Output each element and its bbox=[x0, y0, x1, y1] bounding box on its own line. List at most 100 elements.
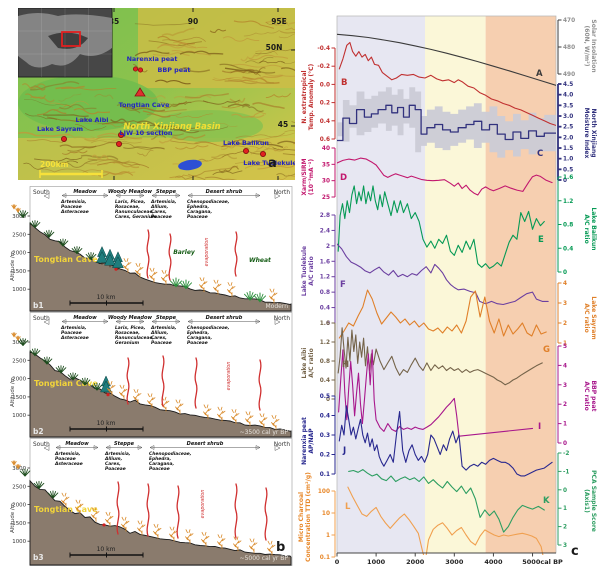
ridge-line bbox=[57, 160, 79, 165]
series-lake_balikun_ac bbox=[337, 185, 545, 269]
ridge-line bbox=[136, 149, 154, 157]
plant-shrub bbox=[233, 536, 242, 552]
shrub-branches bbox=[203, 404, 212, 420]
tuft-blade bbox=[84, 379, 91, 386]
zone-name: Desert shrub bbox=[187, 441, 224, 447]
plant-shrub bbox=[203, 404, 212, 420]
transect-age-label: ~3500 cal yr BP bbox=[240, 429, 289, 436]
ridge-line bbox=[235, 140, 284, 149]
transect-panel-b2: South North Meadow Artemisia, Poaceae Asterac… bbox=[10, 312, 293, 438]
ridge-line bbox=[94, 93, 114, 100]
tuft-blade bbox=[48, 231, 55, 238]
ridge-line bbox=[258, 132, 295, 141]
x-axis-tick-label: 4000 bbox=[484, 558, 503, 566]
zone-name: Steppe bbox=[156, 315, 177, 321]
site-label: Lake Tuolekule bbox=[243, 159, 295, 167]
shrub-branches bbox=[201, 531, 210, 547]
zone-arrow-left-icon bbox=[149, 445, 155, 450]
plant-shrub bbox=[227, 282, 236, 297]
plant-shrub bbox=[249, 538, 258, 554]
axis-tick-label: 3.5 bbox=[563, 103, 573, 109]
shrub-branches bbox=[227, 282, 236, 297]
ridge-line bbox=[276, 173, 295, 177]
ridge-line bbox=[103, 171, 136, 176]
axis-tick-label: 0.5 bbox=[563, 167, 573, 173]
map-valley-e bbox=[153, 110, 263, 142]
zone-name: Meadow bbox=[73, 189, 97, 195]
plant-shrub bbox=[217, 406, 226, 422]
site-label: BBP peat bbox=[158, 66, 191, 74]
ridge-line bbox=[250, 148, 285, 155]
ridge-line bbox=[43, 114, 89, 117]
zone-arrow-right-icon bbox=[255, 445, 261, 450]
ridge-line bbox=[212, 77, 258, 82]
altitude-tick-label: 3000 bbox=[12, 214, 26, 220]
ridge-line bbox=[229, 97, 246, 105]
tuft-blade bbox=[253, 295, 261, 303]
shrub-branches bbox=[105, 511, 114, 527]
ridge-line bbox=[175, 113, 213, 118]
zone-arrow-right-icon bbox=[139, 319, 145, 324]
ridge-line bbox=[134, 50, 170, 57]
axis-title-pca_sample_score: PCA Sample Score(Axis1) bbox=[583, 470, 597, 532]
zone-arrow-right-icon bbox=[103, 193, 109, 198]
axis-title-lake_balikun_ac: Lake BalikunA/C ratio bbox=[583, 207, 597, 250]
series-north_xinjiang_moisture_index bbox=[337, 104, 556, 142]
ridge-line bbox=[277, 140, 295, 145]
shrub-branches bbox=[269, 288, 278, 304]
ridge-line bbox=[173, 41, 208, 49]
plant-shrub bbox=[91, 507, 100, 522]
tuft-blade bbox=[60, 367, 67, 374]
axis-tick-label: 2 bbox=[563, 402, 567, 408]
axis-tick-label: 0.4 bbox=[320, 414, 330, 420]
transect-panel-b3: South North Meadow Artemisia, Poaceae Asterac… bbox=[10, 438, 293, 566]
ridge-line bbox=[73, 108, 111, 115]
ridge-line bbox=[224, 67, 262, 74]
zone-arrow-left-icon bbox=[61, 193, 67, 198]
shrub-branches bbox=[217, 406, 226, 422]
axis-tick-label: 0.4 bbox=[320, 378, 330, 384]
shrub-branches bbox=[61, 492, 70, 508]
ridge-line bbox=[142, 110, 171, 118]
zone-arrow-right-icon bbox=[139, 193, 145, 198]
ridge-line bbox=[279, 30, 295, 34]
tuft-blade bbox=[90, 253, 97, 260]
zone-arrow-left-icon bbox=[115, 193, 121, 198]
ridge-line bbox=[134, 22, 190, 26]
ridge-line bbox=[162, 36, 206, 42]
plant-shrub bbox=[121, 516, 130, 532]
zone-species-list: Artemisia, Poaceae Asteraceae bbox=[60, 325, 89, 341]
zone-species-list: Artemisia, Poaceae Asteraceae bbox=[54, 451, 83, 467]
axis-tick-label: 1 bbox=[326, 533, 330, 539]
axis-tick-label: 480 bbox=[563, 45, 575, 51]
ridge-line bbox=[116, 104, 141, 114]
tuft-blade bbox=[13, 461, 17, 466]
tuft-blade bbox=[62, 240, 69, 247]
ridge-line bbox=[174, 175, 206, 180]
coordinate-label: 90 bbox=[188, 17, 198, 26]
ridge-line bbox=[26, 139, 64, 144]
axis-tick-label: 4 bbox=[563, 281, 567, 287]
altitude-tick-label: 1000 bbox=[12, 287, 26, 293]
zone-arrow-left-icon bbox=[187, 319, 193, 324]
altitude-tick-label: 3000 bbox=[12, 340, 26, 346]
ridge-line bbox=[37, 168, 89, 174]
site-label: LJW 10 section bbox=[120, 129, 173, 137]
zone-name: Steppe bbox=[114, 441, 135, 447]
axis-tick-label: 0.8 bbox=[563, 223, 573, 229]
transect-panel-b1: South North Meadow Artemisia, Poaceae Asterac… bbox=[10, 186, 293, 312]
altitude-tick-label: 1500 bbox=[12, 269, 26, 275]
plant-tuft bbox=[19, 468, 31, 477]
ridge-line bbox=[155, 79, 191, 85]
axis-tick-label: 25 bbox=[322, 195, 330, 201]
plant-tuft bbox=[29, 220, 41, 229]
series-letter-L: L bbox=[345, 502, 351, 512]
ridge-line bbox=[218, 165, 239, 173]
ridge-line bbox=[136, 120, 183, 131]
plant-shrub bbox=[137, 520, 146, 536]
ridge-line bbox=[91, 120, 143, 127]
lake-shape bbox=[178, 159, 202, 171]
ridge-line bbox=[30, 85, 46, 91]
shrub-branches bbox=[175, 399, 184, 415]
shrub-branches bbox=[75, 499, 84, 515]
